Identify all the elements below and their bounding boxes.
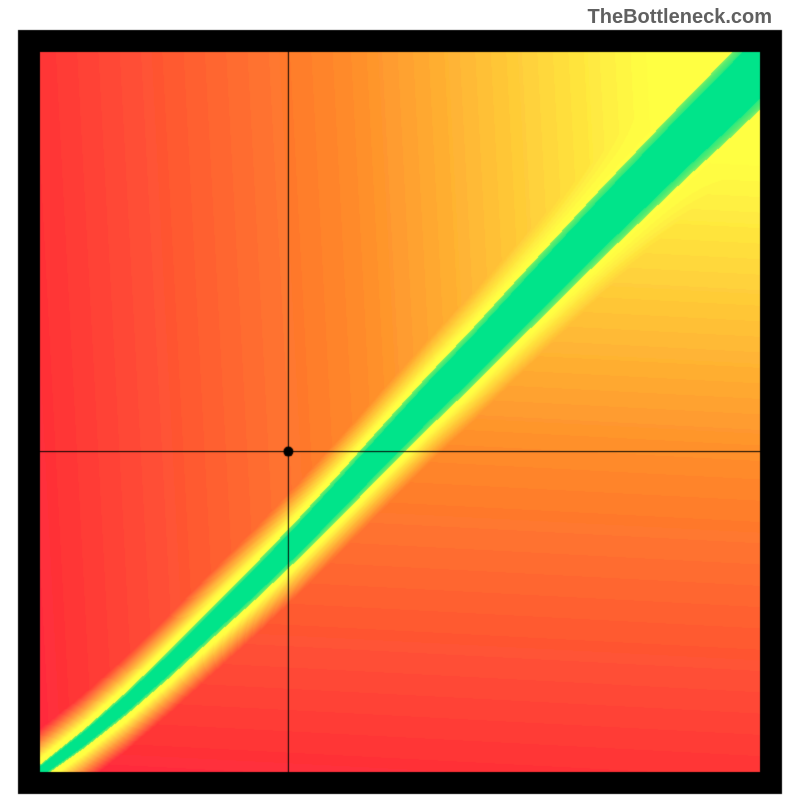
bottleneck-heatmap	[0, 0, 800, 800]
watermark-text: TheBottleneck.com	[588, 6, 772, 29]
